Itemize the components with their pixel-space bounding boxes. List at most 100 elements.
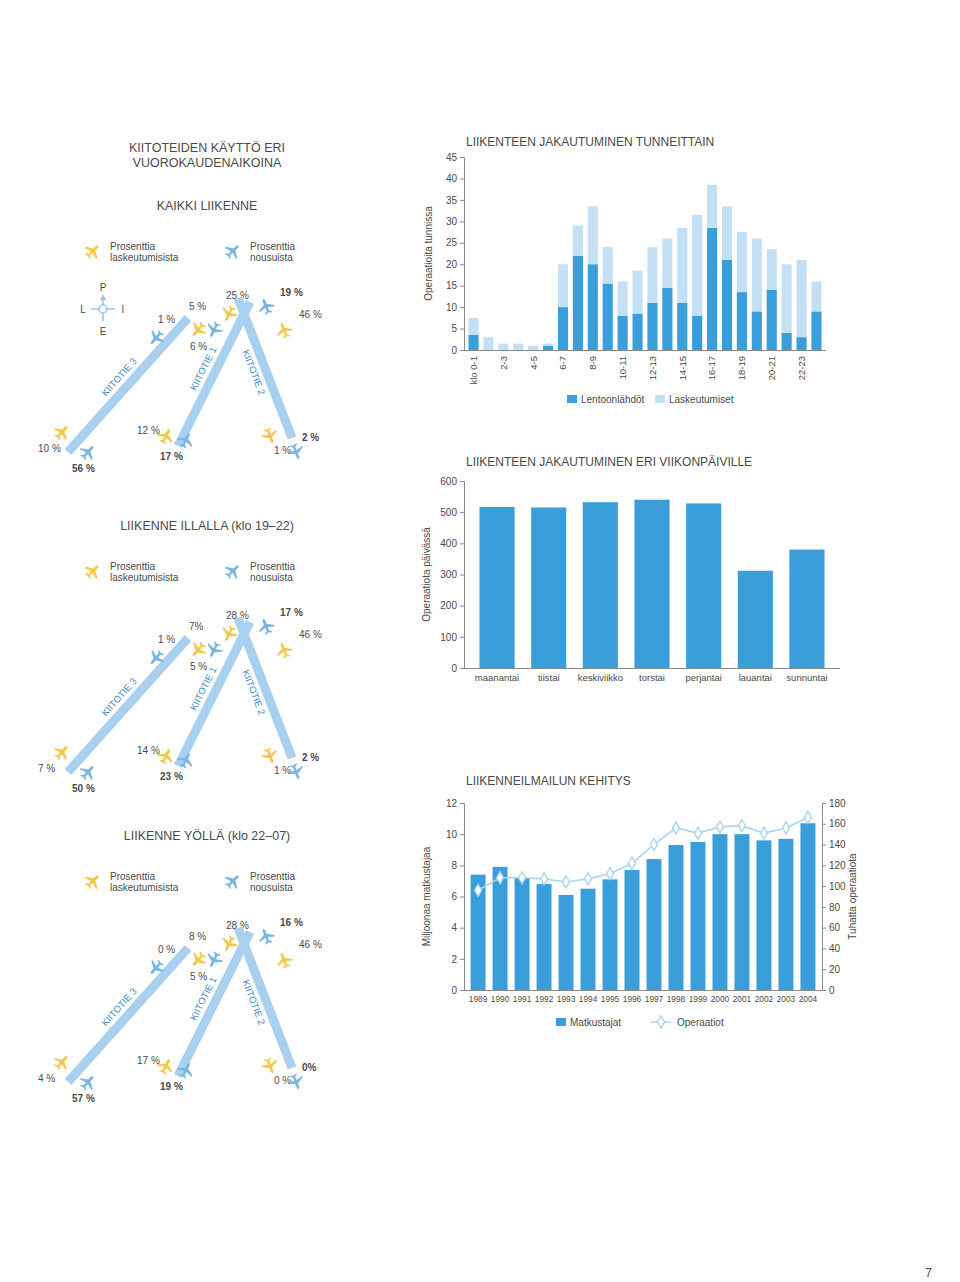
runway <box>238 928 292 1068</box>
axis-line <box>460 804 465 991</box>
bar <box>603 284 613 350</box>
bar <box>690 842 705 990</box>
tick: 140 <box>822 839 846 850</box>
tick: 35 <box>446 195 464 206</box>
takeoff-share: 0% <box>302 1062 317 1073</box>
tick-label: 8-9 <box>587 356 598 370</box>
tick-label: 8 <box>451 860 457 871</box>
tick-mark <box>822 865 826 866</box>
plane-icon <box>286 1072 307 1093</box>
tick-mark <box>822 803 826 804</box>
tick-label: 1995 <box>601 994 620 1004</box>
bar <box>618 281 628 315</box>
tick-label: 1994 <box>579 994 598 1004</box>
tick: 10 <box>446 829 464 840</box>
takeoff-share: 0 % <box>158 944 175 955</box>
tick-mark <box>460 865 464 866</box>
bar <box>789 550 824 668</box>
tick-label: 4-5 <box>528 356 539 370</box>
tick: 2003 <box>777 990 796 1004</box>
bar <box>647 303 657 350</box>
tick-label: 1997 <box>645 994 664 1004</box>
plane-icon <box>260 746 281 767</box>
tick: lauantai <box>739 668 772 683</box>
tick: 2004 <box>799 990 818 1004</box>
tick-mark <box>460 243 464 244</box>
tick: 2 <box>451 954 464 965</box>
tick-label: 16-17 <box>706 356 717 380</box>
bar <box>647 859 662 990</box>
takeoff-share: 17 % <box>160 451 183 462</box>
bar <box>513 344 523 350</box>
tick: 6-7 <box>557 350 568 370</box>
bar <box>722 206 732 260</box>
tick: 12 <box>446 798 464 809</box>
bar <box>479 507 514 668</box>
tick-label: 30 <box>446 216 458 227</box>
takeoff-share: 56 % <box>72 463 95 474</box>
tick: 22-23 <box>796 350 807 380</box>
bar <box>583 502 618 668</box>
bar <box>603 879 618 990</box>
axis-line <box>460 158 465 351</box>
chart-title: LIIKENTEEN JAKAUTUMINEN ERI VIIKONPÄIVIL… <box>466 455 752 469</box>
takeoff-share: 5 % <box>189 301 206 312</box>
bar <box>686 503 721 668</box>
tick-label: 0 <box>451 345 457 356</box>
runway-label: KIITOTIE 2 <box>240 668 267 716</box>
bar <box>712 834 727 990</box>
bar <box>756 840 771 990</box>
legend-label: nousuista <box>250 252 293 263</box>
runway-label: KIITOTIE 3 <box>99 986 139 1029</box>
tick-label: 6-7 <box>557 356 568 370</box>
tick: 20 <box>446 259 464 270</box>
tick-mark <box>822 990 826 991</box>
tick-label: 120 <box>829 860 846 871</box>
compass-label: I <box>122 304 125 315</box>
tick: 15 <box>446 280 464 291</box>
y-axis-title: Operaatioita tunnissa <box>423 206 434 301</box>
tick-label: keskiviikko <box>578 672 623 683</box>
tick: 20 <box>822 964 841 975</box>
tick: 2001 <box>733 990 752 1004</box>
tick-label: torstai <box>639 672 665 683</box>
tick: 0 <box>822 985 835 996</box>
tick-label: 5 <box>451 323 457 334</box>
tick-label: maanantai <box>475 672 519 683</box>
bar <box>662 238 672 287</box>
tick-mark <box>822 907 826 908</box>
x-axis: maanantaitiistaikeskiviikkotorstaiperjan… <box>464 668 840 683</box>
tick-label: 10-11 <box>617 356 628 380</box>
runway <box>238 298 292 438</box>
tick-mark <box>460 512 464 513</box>
tick-label: 15 <box>446 280 458 291</box>
tick-mark <box>460 990 464 991</box>
tick: 100 <box>822 881 846 892</box>
tick: 1992 <box>535 990 554 1004</box>
landing-share: 0 % <box>274 1075 291 1086</box>
bar <box>543 346 553 350</box>
tick-label: 0 <box>451 985 457 996</box>
bar <box>734 834 749 990</box>
tick: sunnuntai <box>786 668 827 683</box>
plane-icon <box>187 319 210 342</box>
compass-label: L <box>80 304 86 315</box>
bar <box>632 271 642 314</box>
bar <box>468 318 478 335</box>
marker <box>475 884 482 896</box>
heading: VUOROKAUDENAIKOINA <box>133 156 282 170</box>
bar <box>528 346 538 350</box>
runway-label: KIITOTIE 3 <box>99 356 139 399</box>
panel-title: KAIKKI LIIKENNE <box>157 199 258 213</box>
tick: 40 <box>446 173 464 184</box>
tick-mark <box>460 286 464 287</box>
tick-label: 2000 <box>711 994 730 1004</box>
axis-line <box>464 350 826 351</box>
tick-label: 2001 <box>733 994 752 1004</box>
plane-icon <box>256 296 277 317</box>
tick-mark <box>460 178 464 179</box>
tick-label: 2004 <box>799 994 818 1004</box>
runway-label: KIITOTIE 1 <box>188 975 219 1022</box>
tick-label: 0 <box>451 663 457 674</box>
bar <box>618 316 628 350</box>
